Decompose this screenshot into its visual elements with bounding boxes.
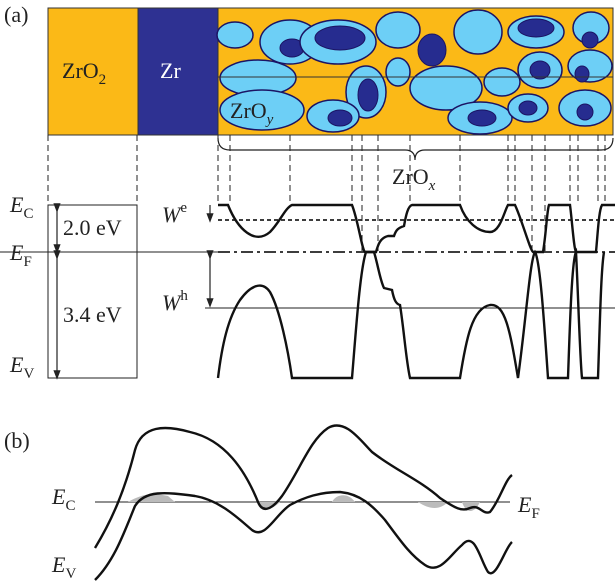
level-label: EF xyxy=(9,240,32,270)
zrox-label: ZrOx xyxy=(392,164,436,194)
panel-label: (b) xyxy=(4,428,30,453)
conduction-band xyxy=(218,205,615,252)
level-label: EV xyxy=(51,552,76,582)
gap-label: 2.0 eV xyxy=(63,215,122,240)
overlap-regions xyxy=(128,494,480,511)
level-label: EV xyxy=(9,352,34,382)
diagram: (a) ZrO2 Zr ZrOy ZrOx 2.0 eV 3.4 eV EC E… xyxy=(0,0,615,583)
panel-label: (a) xyxy=(4,2,28,27)
level-label: EF xyxy=(517,492,540,522)
valence-band xyxy=(218,252,604,378)
zr-label: Zr xyxy=(160,58,181,83)
level-label: EC xyxy=(51,484,75,514)
barrier-label: We xyxy=(162,200,187,227)
gap-label: 3.4 eV xyxy=(63,302,122,327)
brace xyxy=(218,138,613,160)
barrier-label: Wh xyxy=(162,288,188,315)
conduction-band xyxy=(95,425,512,548)
level-label: EC xyxy=(9,192,33,222)
guides xyxy=(48,135,605,252)
